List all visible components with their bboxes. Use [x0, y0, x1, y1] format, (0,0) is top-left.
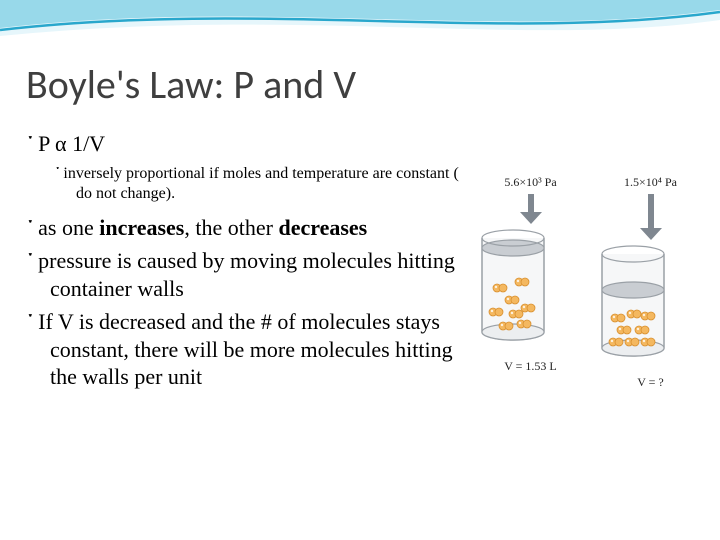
- pressure-label-left: 5.6×10³ Pa: [478, 175, 583, 190]
- slide-title: Boyle's Law: P and V: [26, 60, 356, 109]
- cylinder-right: [598, 242, 668, 364]
- bullet-level1: ་ pressure is caused by moving molecules…: [28, 247, 468, 302]
- volume-label-left: V = 1.53 L: [478, 359, 583, 374]
- swoosh-band-mid: [0, 0, 720, 28]
- swoosh-band-light: [0, 0, 720, 36]
- volume-label-right: V = ?: [598, 375, 703, 390]
- cylinder-left: [478, 226, 548, 348]
- pressure-arrow-right: [638, 194, 664, 240]
- bullet-level2: ་ inversely proportional if moles and te…: [56, 164, 468, 204]
- swoosh-line: [0, 12, 720, 30]
- pressure-arrow-left: [518, 194, 544, 224]
- bullet-level1: ་ If V is decreased and the # of molecul…: [28, 308, 468, 391]
- bullet-level1: ་ as one increases, the other decreases: [28, 214, 468, 242]
- pressure-label-right: 1.5×10⁴ Pa: [598, 175, 703, 190]
- boyles-law-diagram: 5.6×10³ Pa V = 1.53 L 1.5×10⁴ Pa V = ?: [478, 175, 708, 395]
- bullet-list: ་ P α 1/V ་ inversely proportional if mol…: [28, 130, 468, 397]
- bullet-level1: ་ P α 1/V: [28, 130, 468, 158]
